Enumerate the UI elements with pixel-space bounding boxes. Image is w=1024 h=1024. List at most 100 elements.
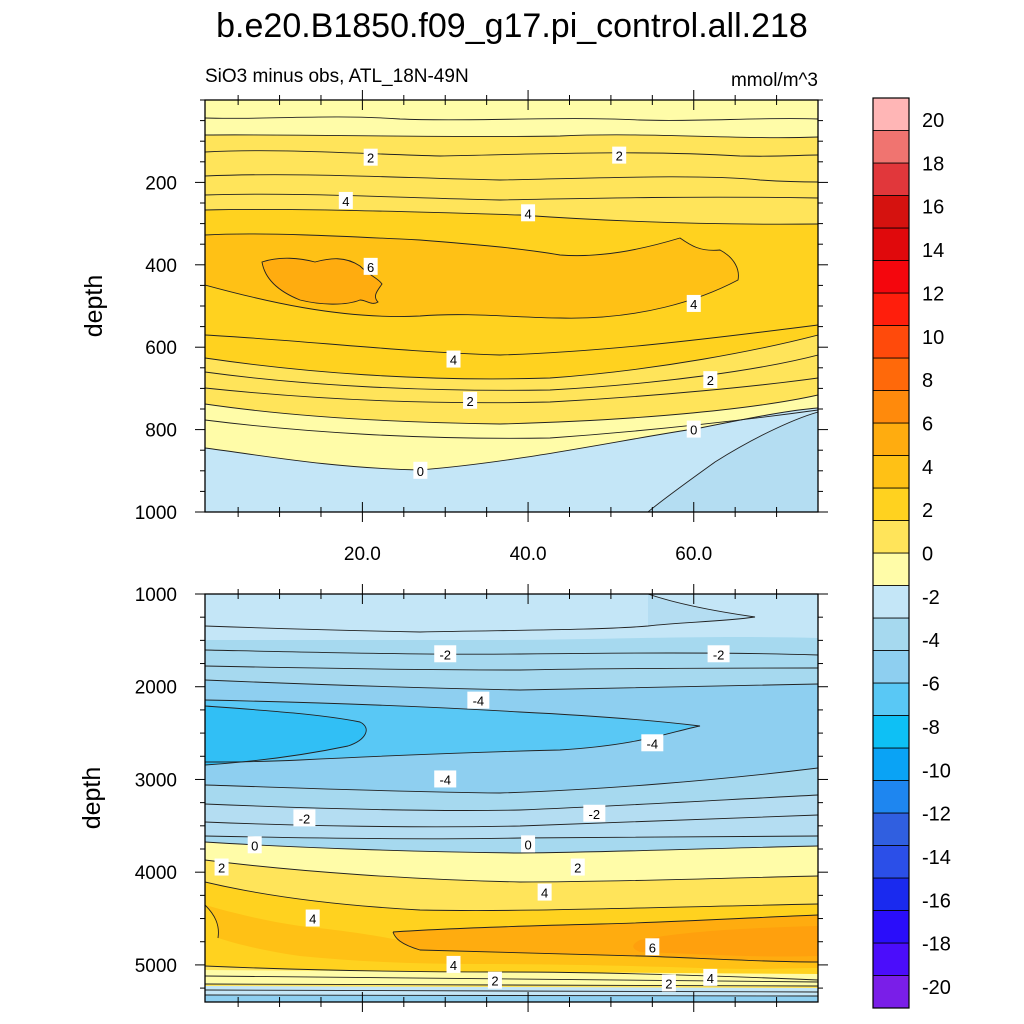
colorbar-swatch [872,877,910,911]
contour-label-text: 4 [541,886,548,901]
colorbar-swatch [872,487,910,521]
contour-label-bg [686,420,701,438]
colorbar-label: 6 [922,413,933,435]
lower-ticks: 1000 2000 3000 4000 5000 [135,584,828,1012]
colorbar-swatch [872,780,910,814]
x-tick-label: 20.0 [344,544,381,565]
y-tick-label: 600 [145,338,177,359]
y-tick-label: 200 [145,173,177,194]
colorbar-swatch [872,975,910,1009]
colorbar-label: 10 [922,327,944,349]
lower-y-axis-label: depth [78,767,106,830]
lower-line [205,859,818,883]
contour-label: 4 [446,955,461,973]
colorbar-label: -10 [922,760,951,782]
contour-label-bg [645,938,660,956]
contour-label-text: 2 [707,373,714,388]
contour-label: 2 [214,858,229,876]
contour-label-bg [703,371,718,389]
contour-label-text: 2 [616,149,623,164]
contour-label: -4 [641,734,664,752]
contour-label-text: 2 [574,861,581,876]
contour-label-bg [413,461,428,479]
upper-line [205,209,818,225]
upper-line [205,174,818,183]
contour-label: 2 [661,974,676,992]
contour-label: 2 [703,371,718,389]
y-tick-label: 400 [145,256,177,277]
contour-label: 0 [521,835,536,853]
units-label: mmol/m^3 [731,70,818,91]
upper-line [647,411,818,512]
y-tick-label: 1000 [135,585,177,606]
contour-label-bg [583,804,606,822]
contour-label: -4 [467,691,490,709]
upper-line [261,257,383,305]
colorbar-label: -8 [922,717,940,739]
lower-band-bottom3 [205,995,818,1002]
colorbar-swatch [872,357,910,391]
contour-label: 6 [363,257,378,275]
contour-label-text: 2 [218,861,225,876]
contour-label-text: 0 [690,423,697,438]
colorbar-label: -16 [922,890,951,912]
contour-label: 0 [247,836,262,854]
upper-line [205,394,818,425]
contour-label: -2 [434,645,457,663]
contour-label-text: 0 [524,837,531,852]
contour-label: 0 [413,461,428,479]
contour-label-bg [305,909,320,927]
upper-line [205,116,818,121]
contour-label-text: 4 [309,912,316,927]
lower-line [205,841,818,854]
lower-line [205,994,818,997]
colorbar-frame [872,97,910,1009]
colorbar-swatch [872,227,910,261]
contour-label-text: 2 [367,151,374,166]
colorbar-swatch [872,97,910,131]
contour-label-text: 4 [524,206,531,221]
y-tick-label: 2000 [135,678,177,699]
contour-label: 4 [686,294,701,312]
y-tick-label: 3000 [135,770,177,791]
lower-contour-labels: -2 -2 -4 -4 -4 -2 -2 0 0 2 2 4 4 6 4 4 2 2 [214,645,730,992]
lower-line [205,767,818,794]
contour-label: -2 [293,809,316,827]
contour-label-text: 4 [342,194,349,209]
contour-label: 4 [446,350,461,368]
contour-label-bg [537,883,552,901]
contour-label: 2 [612,146,627,164]
contour-label-bg [338,191,353,209]
chart-title: b.e20.B1850.f09_g17.pi_control.all.218 [216,7,808,45]
upper-contour-labels: 2 2 4 4 6 4 4 2 2 0 0 [338,146,718,479]
colorbar-swatch [872,585,910,619]
contour-label: -2 [583,804,606,822]
x-tick-label: 60.0 [675,544,712,565]
colorbar-label: -4 [922,630,940,652]
upper-line [205,324,818,356]
contour-label-bg [214,858,229,876]
contour-label-bg [446,350,461,368]
colorbar-swatch [872,715,910,749]
x-tick-label: 40.0 [510,544,547,565]
lower-line [392,931,818,963]
contour-label-text: -2 [713,647,725,662]
colorbar-label: -18 [922,934,951,956]
lower-line [205,904,219,939]
y-tick-label: 5000 [135,956,177,977]
colorbar-label: 2 [922,500,933,522]
colorbar-label: 8 [922,370,933,392]
contour-label-text: 2 [665,976,672,991]
colorbar: 20181614121086420-2-4-6-8-10-12-14-16-18… [872,97,951,1009]
contour-label-bg [446,955,461,973]
lower-line [205,705,367,766]
contour-label: 4 [305,909,320,927]
lower-line [205,835,818,840]
contour-label-text: 6 [367,260,374,275]
colorbar-swatch [872,325,910,359]
contour-label-bg [293,809,316,827]
contour-label-bg [247,836,262,854]
colorbar-swatch [872,845,910,879]
upper-line [205,334,818,380]
